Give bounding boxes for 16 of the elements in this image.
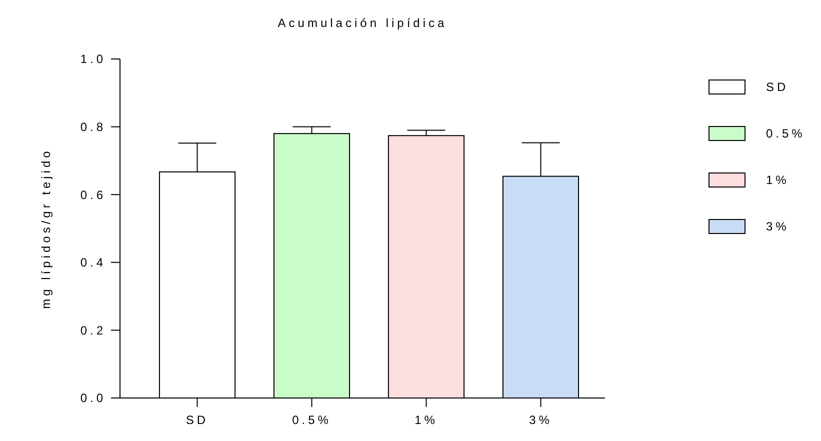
y-tick-label: 0.4 xyxy=(80,256,106,270)
y-tick-label: 0.2 xyxy=(80,323,106,338)
y-tick-label: 0.6 xyxy=(80,188,106,202)
y-axis-title: mg lípidos/gr tejido xyxy=(39,148,53,309)
chart-title: Acumulación lipídica xyxy=(278,16,448,30)
x-tick-label: 3% xyxy=(529,413,552,427)
y-tick-label: 1.0 xyxy=(80,52,106,66)
x-tick-label: SD xyxy=(186,413,209,427)
y-tick-label: 0.8 xyxy=(80,120,106,134)
legend-label: 3% xyxy=(766,220,790,234)
legend-label: SD xyxy=(766,80,789,94)
legend-label: 1% xyxy=(766,173,790,188)
legend-label: 0.5% xyxy=(766,126,806,141)
x-tick-label: 1% xyxy=(414,413,438,427)
y-tick-label: 0.0 xyxy=(80,391,106,406)
x-tick-label: 0.5% xyxy=(292,413,332,427)
